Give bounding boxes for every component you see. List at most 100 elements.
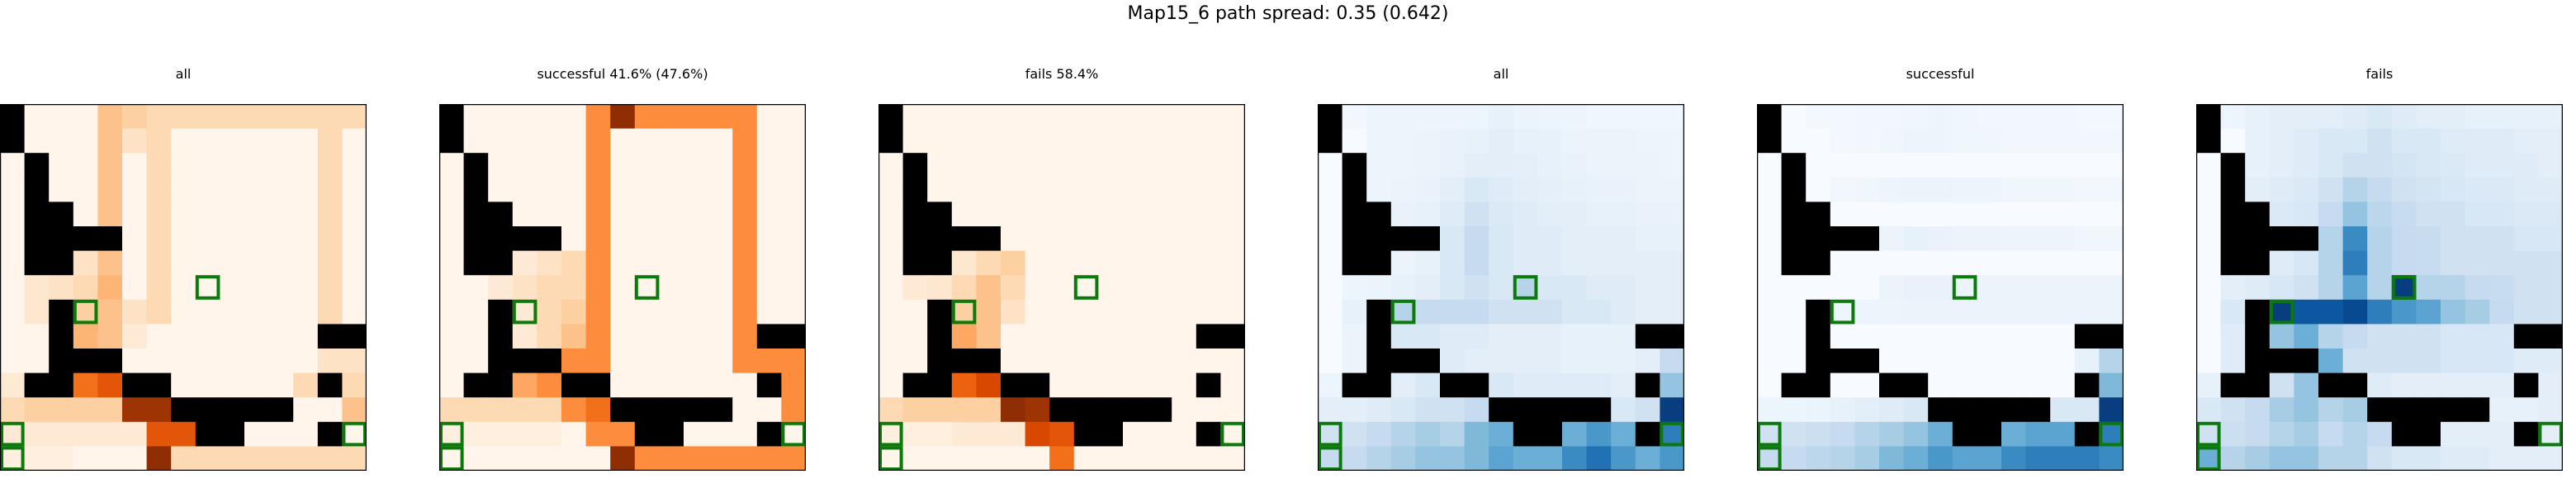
heat-cell bbox=[1415, 275, 1441, 301]
heat-cell bbox=[1342, 446, 1367, 471]
heat-cell bbox=[1489, 202, 1514, 227]
heat-cell bbox=[1586, 226, 1612, 252]
heat-cell bbox=[24, 275, 50, 301]
heat-cell bbox=[1562, 202, 1588, 227]
heat-cell bbox=[1928, 177, 1953, 202]
heat-cell bbox=[2099, 202, 2124, 227]
heat-cell bbox=[1611, 421, 1636, 447]
obstacle-cell bbox=[1806, 299, 1831, 325]
heat-cell bbox=[1049, 421, 1075, 447]
heat-cell bbox=[317, 104, 343, 130]
heat-cell bbox=[73, 446, 98, 471]
heat-cell bbox=[634, 446, 660, 471]
heat-cell bbox=[2269, 421, 2294, 447]
heat-cell bbox=[878, 275, 904, 301]
heat-cell bbox=[1001, 275, 1026, 301]
heat-cell bbox=[1025, 299, 1050, 325]
heat-cell bbox=[293, 349, 319, 374]
heat-cell bbox=[1513, 250, 1538, 276]
heat-cell bbox=[684, 226, 709, 252]
obstacle-cell bbox=[1781, 202, 1807, 227]
heat-cell bbox=[976, 299, 1002, 325]
heat-cell bbox=[708, 349, 733, 374]
heat-cell bbox=[73, 104, 98, 130]
obstacle-cell bbox=[537, 349, 562, 374]
heat-cell bbox=[488, 397, 514, 423]
heat-cell bbox=[659, 128, 684, 154]
heat-cell bbox=[2318, 397, 2344, 423]
heat-cell bbox=[2441, 372, 2466, 398]
heat-cell bbox=[1952, 372, 1977, 398]
heat-cell bbox=[561, 397, 587, 423]
heat-cell bbox=[951, 299, 977, 325]
heat-cell bbox=[2416, 324, 2441, 349]
obstacle-cell bbox=[756, 324, 782, 349]
heat-cell bbox=[927, 128, 953, 154]
heat-cell bbox=[2025, 372, 2051, 398]
heat-cell bbox=[1586, 446, 1612, 471]
obstacle-cell bbox=[902, 153, 928, 178]
heat-cell bbox=[2245, 128, 2271, 154]
heat-cell bbox=[1172, 226, 1197, 252]
heat-cell bbox=[1073, 372, 1099, 398]
heat-cell bbox=[1635, 226, 1660, 252]
heat-cell bbox=[2318, 275, 2344, 301]
heat-cell bbox=[2050, 324, 2076, 349]
heat-cell bbox=[49, 275, 74, 301]
heat-cell bbox=[1440, 153, 1466, 178]
obstacle-cell bbox=[488, 299, 514, 325]
heat-cell bbox=[73, 299, 98, 325]
obstacle-cell bbox=[1098, 397, 1124, 423]
heat-cell bbox=[634, 299, 660, 325]
obstacle-cell bbox=[1073, 421, 1099, 447]
heat-cell bbox=[1562, 177, 1588, 202]
heat-cell bbox=[2025, 202, 2051, 227]
obstacle-cell bbox=[2245, 299, 2271, 325]
heat-cell bbox=[2074, 104, 2100, 130]
heat-cell bbox=[878, 349, 904, 374]
heat-cell bbox=[2513, 397, 2539, 423]
heat-cell bbox=[1147, 153, 1172, 178]
heat-cell bbox=[684, 104, 709, 130]
heat-cell bbox=[2391, 349, 2417, 374]
target-marker bbox=[1952, 275, 1977, 300]
heat-cell bbox=[488, 104, 514, 130]
heat-cell bbox=[927, 446, 953, 471]
heat-cell bbox=[585, 299, 611, 325]
panel-title: successful 41.6% (47.6%) bbox=[537, 66, 708, 82]
heat-cell bbox=[1586, 104, 1612, 130]
heat-cell bbox=[1049, 202, 1075, 227]
heat-cell bbox=[1147, 421, 1172, 447]
heat-cell bbox=[1318, 226, 1343, 252]
obstacle-cell bbox=[2513, 421, 2539, 447]
heat-cell bbox=[561, 299, 587, 325]
heat-cell bbox=[2538, 349, 2563, 374]
obstacle-cell bbox=[1342, 250, 1367, 276]
heat-cell bbox=[708, 372, 733, 398]
heat-cell bbox=[2538, 397, 2563, 423]
obstacle-cell bbox=[171, 397, 197, 423]
heat-cell bbox=[171, 299, 197, 325]
heat-cell bbox=[1537, 372, 1563, 398]
heat-cell bbox=[2342, 250, 2368, 276]
obstacle-cell bbox=[73, 226, 98, 252]
heat-cell bbox=[1172, 202, 1197, 227]
heat-cell bbox=[2342, 397, 2368, 423]
heat-cell bbox=[1440, 250, 1466, 276]
heat-cell bbox=[2465, 250, 2490, 276]
heat-cell bbox=[220, 324, 245, 349]
heat-cell bbox=[708, 177, 733, 202]
heat-cell bbox=[1806, 275, 1831, 301]
heat-cell bbox=[781, 349, 806, 374]
heat-cell bbox=[708, 421, 733, 447]
heat-cell bbox=[756, 128, 782, 154]
heat-cell bbox=[1830, 202, 1855, 227]
heat-cell bbox=[878, 372, 904, 398]
heat-cell bbox=[878, 397, 904, 423]
obstacle-cell bbox=[2245, 372, 2271, 398]
obstacle-cell bbox=[1049, 397, 1075, 423]
heat-cell bbox=[439, 202, 465, 227]
heat-cell bbox=[1928, 372, 1953, 398]
heat-cell bbox=[951, 397, 977, 423]
heat-cell bbox=[1220, 177, 1245, 202]
